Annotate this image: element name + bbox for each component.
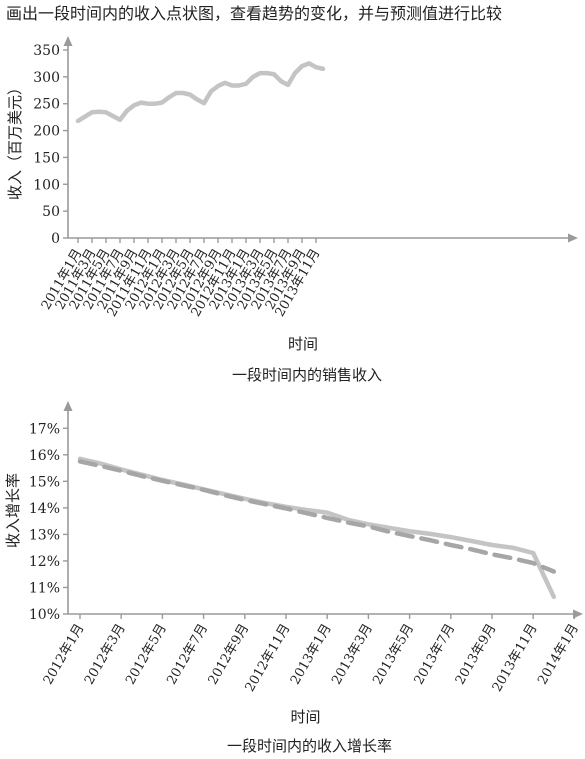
x-tick-label: 2013年3月 — [329, 622, 376, 688]
y-tick-label: 16% — [29, 448, 60, 464]
y-axis-arrow — [63, 36, 73, 46]
y-tick-label: 50 — [42, 204, 60, 220]
x-tick-label: 2014年1月 — [535, 622, 582, 688]
y-tick-label: 11% — [29, 580, 60, 596]
y-axis-title: 收入（百万美元） — [6, 80, 24, 200]
x-tick-label: 2012年7月 — [164, 622, 211, 688]
y-tick-label: 0 — [51, 231, 60, 247]
y-tick-label: 250 — [33, 97, 60, 113]
x-tick-label: 2012年1月 — [41, 622, 88, 688]
figure-caption: 画出一段时间内的收入点状图，查看趋势的变化，并与预测值进行比较 — [6, 4, 503, 23]
y-axis-title: 收入增长率 — [4, 473, 22, 548]
y-tick-label: 12% — [29, 554, 60, 570]
y-tick-label: 15% — [29, 474, 60, 490]
x-axis-arrow — [568, 233, 578, 243]
chart-2 — [63, 401, 583, 619]
y-axis-arrow — [63, 401, 73, 411]
y-tick-label: 200 — [33, 124, 60, 140]
chart-title: 一段时间内的销售收入 — [232, 366, 382, 384]
y-tick-label: 10% — [29, 607, 60, 623]
y-tick-label: 300 — [33, 70, 60, 86]
x-tick-label: 2012年11月 — [243, 622, 294, 695]
y-tick-label: 14% — [29, 501, 60, 517]
x-tick-label: 2013年11月 — [490, 622, 541, 695]
forecast-series-line — [77, 459, 557, 574]
x-tick-label: 2013年7月 — [412, 622, 459, 688]
x-axis-arrow — [573, 609, 583, 619]
actual-series-line — [75, 61, 326, 124]
chart-title: 一段时间内的收入增长率 — [227, 737, 392, 755]
y-tick-label: 17% — [29, 421, 60, 437]
y-tick-label: 350 — [33, 43, 60, 59]
x-tick-label: 2013年9月 — [453, 622, 500, 688]
x-axis-title: 时间 — [290, 708, 320, 726]
x-tick-label: 2012年3月 — [82, 622, 129, 688]
x-axis-title: 时间 — [288, 335, 318, 353]
chart-1 — [63, 36, 578, 243]
y-tick-label: 150 — [33, 150, 60, 166]
x-tick-label: 2013年5月 — [370, 622, 417, 688]
x-tick-label: 2013年1月 — [288, 622, 335, 688]
y-tick-label: 13% — [29, 527, 60, 543]
x-tick-label: 2012年5月 — [123, 622, 170, 688]
y-tick-label: 100 — [33, 177, 60, 193]
x-tick-label: 2012年9月 — [206, 622, 253, 688]
